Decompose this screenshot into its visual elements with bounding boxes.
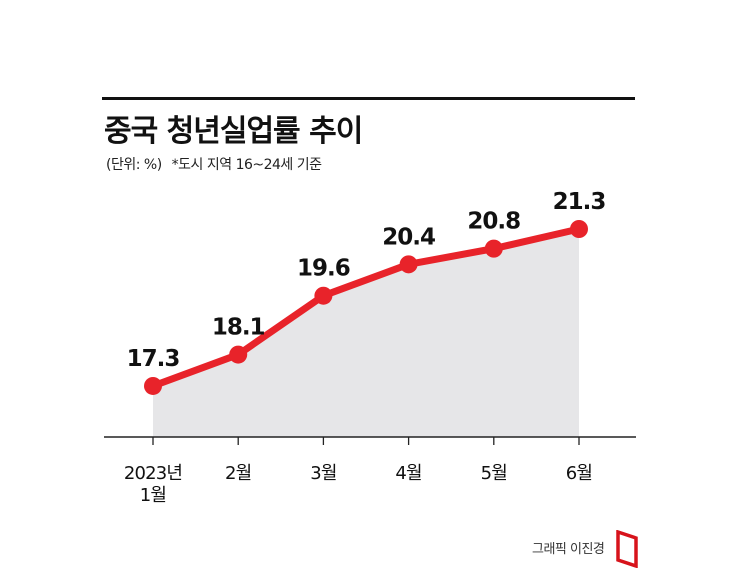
data-point xyxy=(399,255,418,274)
value-label: 21.3 xyxy=(553,189,606,215)
value-label: 18.1 xyxy=(212,315,265,341)
area-fill xyxy=(153,229,579,437)
value-label: 20.4 xyxy=(382,224,435,250)
x-tick-label: 1월 xyxy=(140,485,166,506)
data-point xyxy=(144,376,162,395)
x-tick-label: 2월 xyxy=(225,463,251,484)
brand-logo-icon xyxy=(616,530,638,568)
series-line xyxy=(149,225,583,390)
value-label: 20.8 xyxy=(467,209,520,235)
note-label: *도시 지역 16~24세 기준 xyxy=(171,157,322,173)
chart-subtitle: (단위: %) *도시 지역 16~24세 기준 xyxy=(106,154,322,174)
value-label: 19.6 xyxy=(297,256,350,282)
x-tick-label: 2023년 xyxy=(124,463,182,484)
x-tick-label: 5월 xyxy=(481,463,507,484)
x-tick-label: 6월 xyxy=(566,463,592,484)
x-tick-label: 3월 xyxy=(310,463,336,484)
data-point xyxy=(570,220,588,238)
x-tick-label: 4월 xyxy=(395,463,421,484)
title-rule xyxy=(102,97,635,100)
value-label: 17.3 xyxy=(127,346,180,372)
data-point xyxy=(314,286,333,305)
chart-title: 중국 청년실업률 추이 xyxy=(104,114,363,149)
data-point xyxy=(229,345,248,364)
data-point xyxy=(484,239,503,258)
unit-label: (단위: %) xyxy=(106,157,162,173)
graphic-credit: 그래픽 이진경 xyxy=(532,542,605,557)
